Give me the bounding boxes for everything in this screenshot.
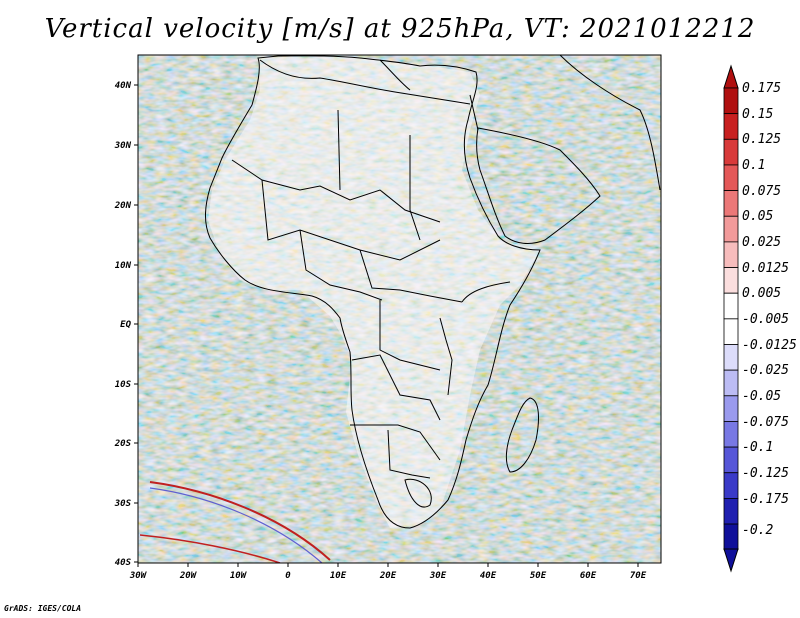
colorbar-bottom-arrow (723, 548, 739, 573)
colorbar-label-9: -0.005 (742, 312, 789, 327)
lon-label-60e: 60E (580, 571, 597, 581)
lon-label-70e: 70E (630, 571, 647, 581)
lon-label-50e: 50E (530, 571, 547, 581)
lat-label-10s: 10S (115, 380, 132, 390)
lon-label-0: 0 (285, 571, 291, 581)
colorbar-swatch-5 (723, 215, 739, 243)
velocity-field (138, 55, 661, 563)
colorbar-swatch-1 (723, 113, 739, 140)
lat-label-40n: 40N (115, 81, 132, 91)
colorbar-swatch-14 (723, 446, 739, 474)
colorbar-label-4: 0.075 (742, 184, 781, 199)
colorbar-swatches (723, 87, 739, 551)
colorbar-swatch-6 (723, 241, 739, 268)
colorbar-swatch-10 (723, 344, 739, 371)
colorbar-label-10: -0.0125 (742, 338, 797, 353)
colorbar-swatch-0 (723, 87, 739, 115)
lat-label-40s: 40S (115, 558, 132, 568)
longitude-axis: 30W 20W 10W 0 10E 20E 30E 40E 50E 60E 70… (129, 563, 647, 581)
colorbar-swatch-12 (723, 395, 739, 422)
colorbar-swatch-15 (723, 472, 739, 499)
colorbar-label-2: 0.125 (742, 132, 781, 147)
lat-label-10n: 10N (115, 261, 132, 271)
colorbar-label-5: 0.05 (742, 209, 773, 224)
colorbar-top-arrow (723, 64, 739, 89)
colorbar-swatch-8 (723, 292, 739, 320)
map-title: Vertical velocity [m/s] at 925hPa, VT: 2… (44, 14, 756, 44)
colorbar-swatch-17 (723, 523, 739, 551)
colorbar-swatch-13 (723, 421, 739, 448)
lat-label-30n: 30N (114, 141, 132, 151)
lon-label-40e: 40E (480, 571, 497, 581)
lon-label-30w: 30W (129, 571, 148, 581)
lat-label-20s: 20S (114, 439, 132, 449)
colorbar-label-12: -0.05 (742, 389, 781, 404)
colorbar-label-17: -0.2 (742, 523, 773, 538)
lon-label-20e: 20E (379, 571, 397, 581)
grads-credit: GrADS: IGES/COLA (4, 604, 82, 613)
coastline-outlines (205, 55, 661, 529)
colorbar-label-11: -0.025 (742, 363, 789, 378)
lon-label-20w: 20W (179, 571, 198, 581)
colorbar-label-13: -0.075 (742, 415, 789, 430)
colorbar-swatch-4 (723, 190, 739, 217)
lon-label-10e: 10E (330, 571, 347, 581)
colorbar-label-6: 0.025 (742, 235, 781, 250)
colorbar-swatch-7 (723, 267, 739, 294)
colorbar-swatch-11 (723, 369, 739, 397)
colorbar-label-1: 0.15 (742, 107, 773, 122)
colorbar-label-7: 0.0125 (742, 261, 789, 276)
colorbar-swatch-2 (723, 138, 739, 166)
lat-label-eq: EQ (120, 320, 131, 330)
colorbar-swatch-3 (723, 164, 739, 191)
colorbar-label-14: -0.1 (742, 440, 773, 455)
colorbar-swatch-16 (723, 497, 739, 525)
lat-label-20n: 20N (114, 201, 132, 211)
colorbar: 0.175 0.15 0.125 0.1 0.075 0.05 0.025 0.… (723, 64, 797, 573)
colorbar-label-3: 0.1 (742, 158, 765, 173)
colorbar-label-15: -0.125 (742, 466, 789, 481)
lat-label-30s: 30S (114, 499, 132, 509)
latitude-axis: 40N 30N 20N 10N EQ 10S 20S 30S 40S (114, 81, 138, 568)
lon-label-30e: 30E (429, 571, 447, 581)
colorbar-label-8: 0.005 (742, 286, 781, 301)
colorbar-label-16: -0.175 (742, 492, 789, 507)
map-frame (137, 54, 662, 564)
colorbar-swatch-9 (723, 318, 739, 345)
colorbar-label-0: 0.175 (742, 81, 781, 96)
lon-label-10w: 10W (230, 571, 248, 581)
